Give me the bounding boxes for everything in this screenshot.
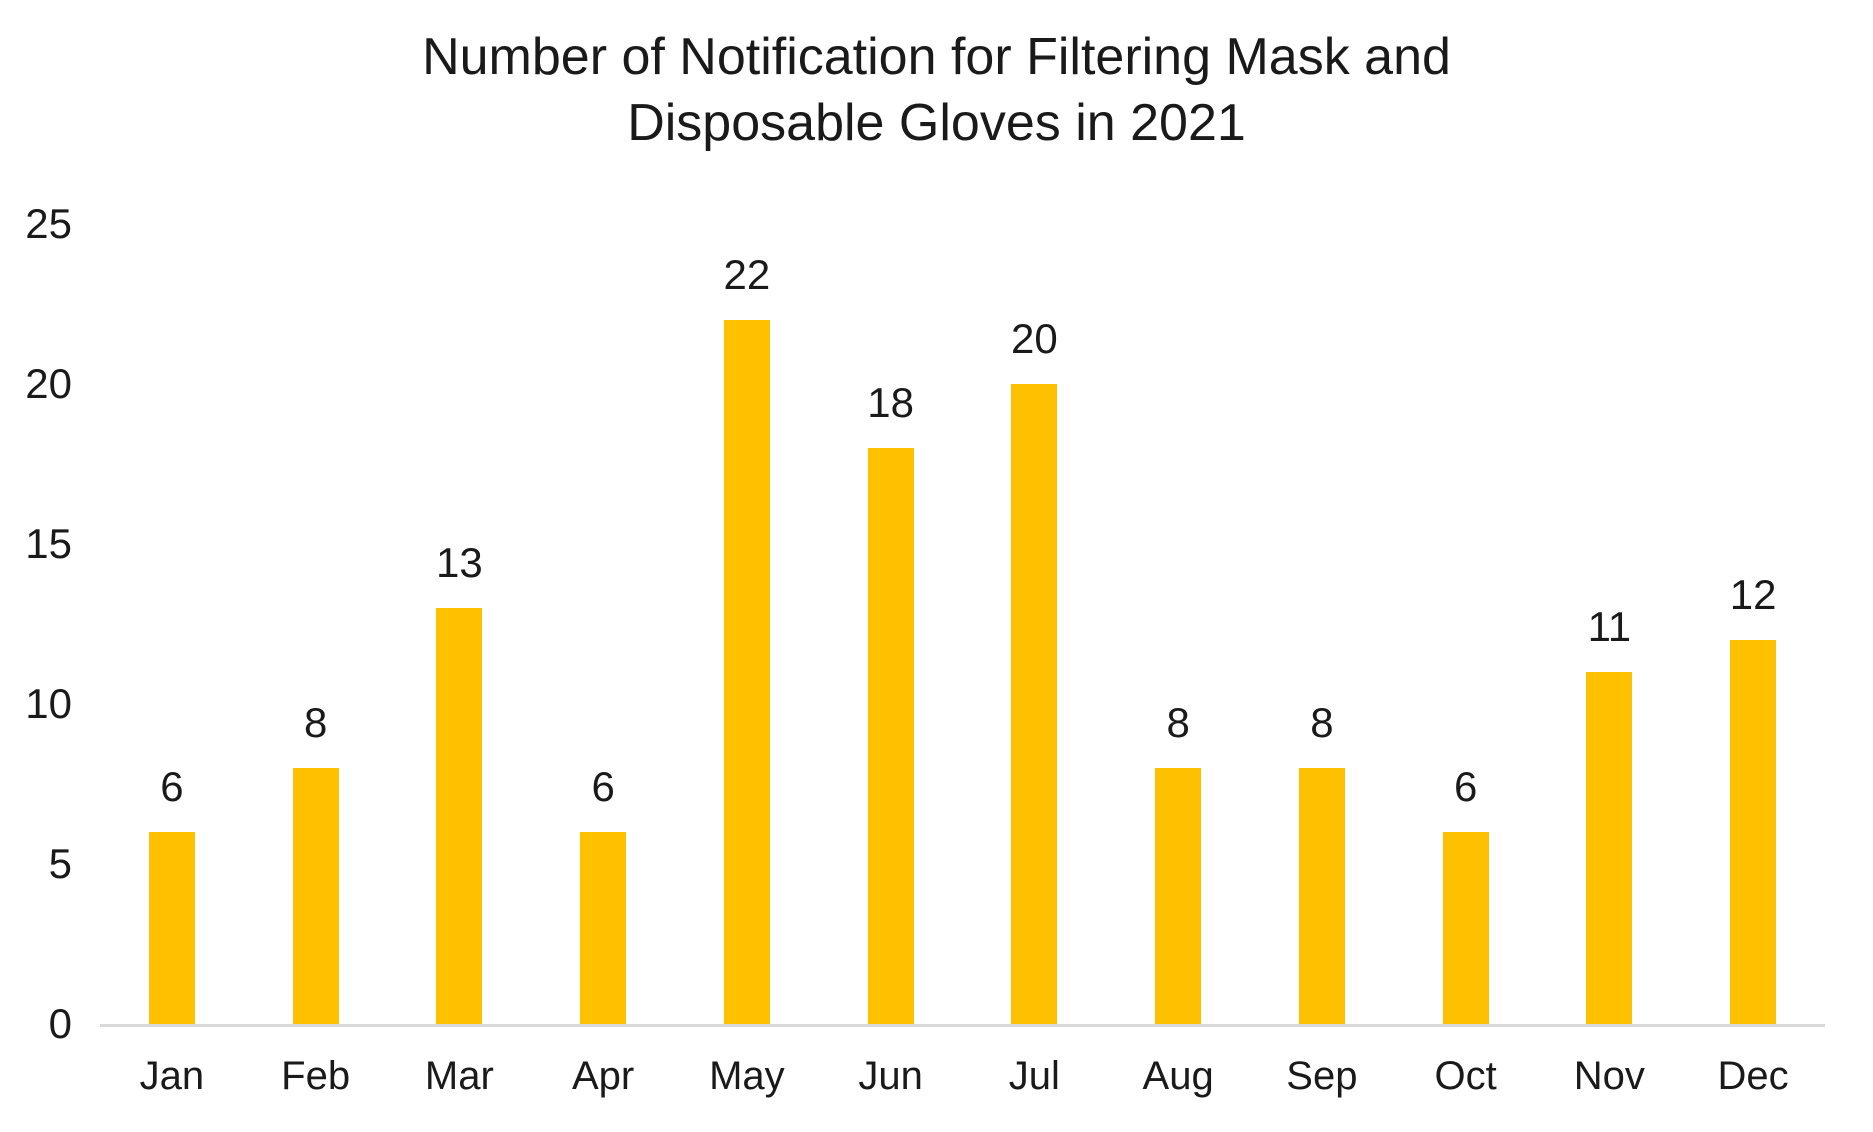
x-tick-label-aug: Aug — [1142, 1054, 1214, 1098]
x-tick-label-apr: Apr — [572, 1054, 635, 1098]
bar-slot-nov: 11 — [1538, 224, 1682, 1024]
bar-jun — [867, 448, 914, 1024]
bar-apr — [580, 832, 627, 1024]
y-axis: 0 5 10 15 20 25 — [0, 200, 72, 1047]
bar-nov — [1586, 672, 1633, 1024]
data-label-feb: 8 — [303, 699, 328, 746]
bar-slot-sep: 8 — [1250, 224, 1394, 1024]
bar-dec — [1730, 640, 1777, 1024]
x-tick-label-dec: Dec — [1717, 1054, 1789, 1098]
bar-aug — [1155, 768, 1202, 1024]
y-tick-label-0: 0 — [48, 1000, 72, 1047]
data-label-jun: 18 — [867, 379, 914, 426]
bar-slot-dec: 12 — [1681, 224, 1825, 1024]
y-tick-label-10: 10 — [25, 680, 72, 727]
x-tick-label-nov: Nov — [1573, 1054, 1645, 1098]
plot-area: 6 8 13 6 22 18 20 8 8 6 11 12 — [100, 224, 1825, 1027]
data-label-nov: 11 — [1587, 603, 1632, 650]
x-tick-label-jun: Jun — [858, 1054, 923, 1098]
bar-slot-may: 22 — [675, 224, 819, 1024]
data-label-dec: 12 — [1729, 571, 1777, 618]
bar-jan — [148, 832, 195, 1024]
y-tick-label-15: 15 — [25, 520, 72, 567]
x-tick-label-jan: Jan — [139, 1054, 205, 1098]
data-label-jan: 6 — [160, 763, 184, 810]
y-tick-label-20: 20 — [25, 360, 72, 407]
data-label-jul: 20 — [1011, 315, 1058, 362]
bar-slot-jul: 20 — [963, 224, 1107, 1024]
bar-sep — [1298, 768, 1345, 1024]
bar-slot-mar: 13 — [388, 224, 532, 1024]
data-label-apr: 6 — [591, 763, 615, 810]
bar-slot-feb: 8 — [244, 224, 388, 1024]
y-tick-label-5: 5 — [48, 840, 72, 887]
y-tick-label-25: 25 — [25, 200, 72, 247]
bar-slot-jun: 18 — [819, 224, 963, 1024]
bar-slot-aug: 8 — [1106, 224, 1250, 1024]
chart-title: Number of Notification for Filtering Mas… — [0, 24, 1873, 156]
x-tick-label-mar: Mar — [424, 1054, 494, 1098]
bars-container: 6 8 13 6 22 18 20 8 8 6 11 12 — [100, 224, 1825, 1024]
bar-oct — [1442, 832, 1489, 1024]
x-tick-label-feb: Feb — [281, 1054, 351, 1098]
data-label-mar: 13 — [436, 539, 483, 586]
bar-may — [723, 320, 770, 1024]
data-label-aug: 8 — [1166, 699, 1190, 746]
bar-jul — [1011, 384, 1058, 1024]
chart-title-line-2: Disposable Gloves in 2021 — [627, 94, 1246, 152]
bar-slot-jan: 6 — [100, 224, 244, 1024]
x-axis: Jan Feb Mar Apr May Jun Jul Aug Sep Oct Nov Dec — [100, 1049, 1825, 1103]
bar-mar — [436, 608, 483, 1024]
data-label-sep: 8 — [1310, 699, 1334, 746]
chart-title-line-1: Number of Notification for Filtering Mas… — [422, 28, 1451, 86]
x-tick-label-sep: Sep — [1286, 1054, 1358, 1098]
bar-slot-oct: 6 — [1394, 224, 1538, 1024]
x-tick-label-oct: Oct — [1434, 1054, 1497, 1098]
data-label-oct: 6 — [1453, 763, 1478, 810]
bar-slot-apr: 6 — [531, 224, 675, 1024]
bar-feb — [292, 768, 339, 1024]
x-axis-line — [100, 1024, 1825, 1027]
x-tick-label-may: May — [709, 1054, 785, 1098]
data-label-may: 22 — [723, 251, 771, 298]
x-tick-label-jul: Jul — [1008, 1054, 1060, 1098]
